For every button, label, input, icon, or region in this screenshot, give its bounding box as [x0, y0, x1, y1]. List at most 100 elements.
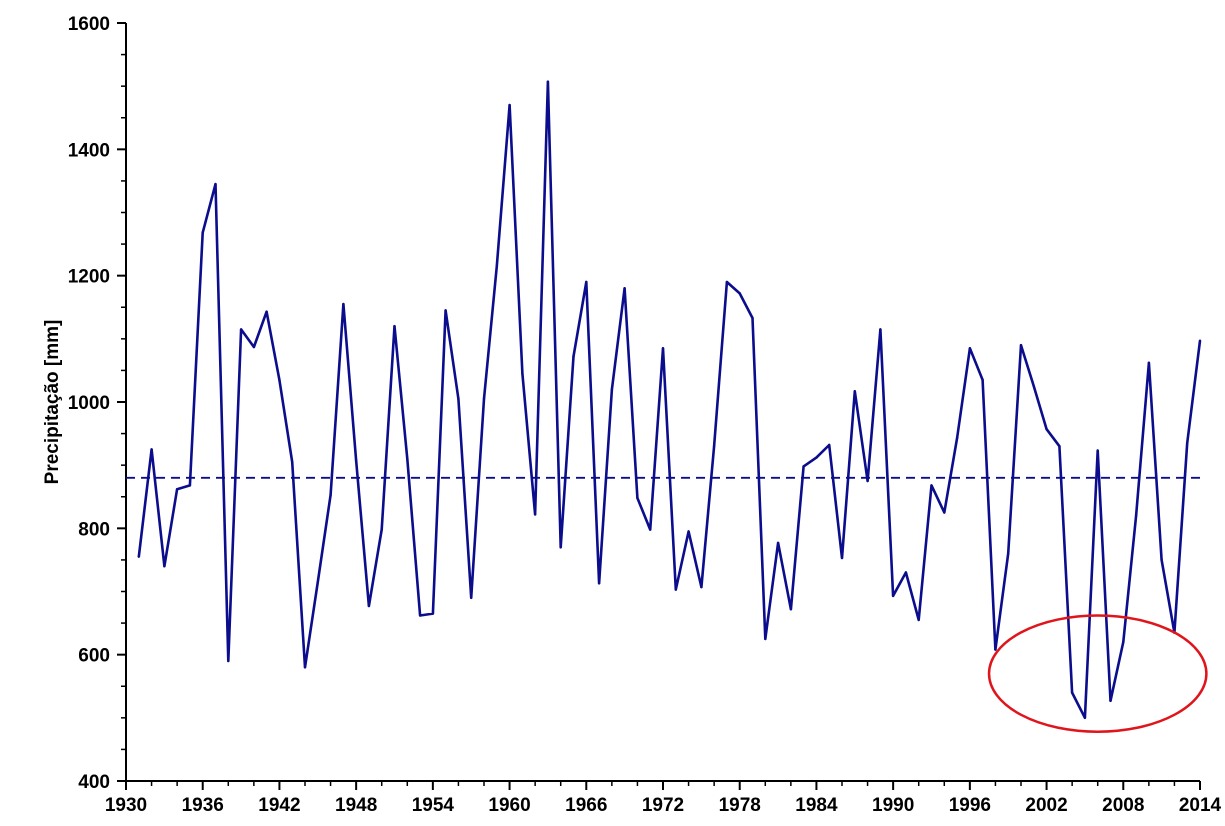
y-tick-label: 1200 [68, 267, 110, 288]
data-point [214, 182, 217, 186]
data-point [329, 493, 332, 497]
data-point [597, 582, 601, 585]
x-tick-label: 1948 [335, 795, 377, 816]
data-point [955, 436, 959, 440]
data-point [764, 637, 767, 641]
data-point [393, 325, 396, 328]
data-point [968, 347, 972, 350]
x-tick-label: 1942 [258, 795, 300, 816]
data-point [815, 456, 818, 459]
data-point [891, 594, 895, 598]
data-point [137, 555, 140, 558]
y-tick-label: 1400 [68, 140, 110, 161]
data-point [163, 565, 166, 568]
data-point [981, 378, 984, 382]
data-point [674, 588, 677, 591]
x-tick-label: 2014 [1179, 795, 1222, 816]
data-point [1007, 552, 1010, 555]
data-point [1058, 445, 1061, 448]
y-tick-label: 1000 [68, 393, 110, 414]
data-point [623, 287, 626, 290]
y-tick-label: 800 [78, 519, 110, 540]
data-point [1198, 339, 1202, 342]
data-point [1122, 640, 1125, 644]
data-point [649, 528, 652, 531]
data-point [559, 546, 562, 549]
x-tick-label: 1954 [412, 795, 455, 816]
x-tick-label: 1960 [488, 795, 530, 816]
data-point [406, 457, 409, 461]
data-point [917, 618, 920, 622]
data-point [661, 347, 665, 350]
y-tick-label: 600 [78, 646, 110, 667]
data-point [1160, 558, 1163, 562]
data-point [789, 608, 793, 611]
x-tick-label: 1936 [182, 795, 224, 816]
data-point [738, 292, 741, 295]
y-ticks: 400 600 800 1000 1200 1400 1600 [68, 14, 126, 793]
data-point [1045, 428, 1048, 431]
data-point [418, 614, 422, 617]
data-point [1096, 449, 1099, 452]
x-ticks: 1930 1936 1942 1948 1954 1960 1966 1972 1978 1984… [105, 781, 1222, 816]
data-point [943, 511, 946, 514]
y-tick-label: 1600 [68, 14, 110, 35]
series-group [126, 80, 1202, 720]
data-point [751, 316, 754, 320]
data-point [828, 443, 831, 447]
data-point [239, 328, 243, 331]
data-point [508, 103, 511, 107]
data-point [776, 541, 780, 545]
data-point [444, 309, 447, 312]
data-point [470, 596, 473, 599]
data-point [533, 513, 537, 516]
data-point [636, 496, 639, 500]
data-point [367, 604, 371, 608]
data-point [700, 585, 703, 589]
data-point [572, 355, 575, 358]
data-point [725, 280, 729, 284]
data-point [175, 488, 179, 491]
data-point [904, 571, 908, 574]
data-point [342, 302, 345, 306]
y-tick-label: 400 [78, 772, 110, 793]
data-point [546, 80, 550, 83]
data-point [585, 280, 588, 284]
data-point [1083, 716, 1087, 719]
data-point [457, 397, 460, 400]
x-tick-label: 1978 [719, 795, 761, 816]
data-point [380, 528, 383, 531]
data-point [431, 612, 435, 615]
data-point [840, 556, 844, 560]
data-point [291, 460, 294, 464]
data-point [853, 390, 856, 393]
annotations [987, 614, 1208, 733]
highlight-ellipse [987, 614, 1208, 733]
x-tick-label: 1984 [795, 795, 838, 816]
y-axis-title: Precipitação [mm] [42, 320, 63, 485]
x-tick-label: 2002 [1025, 795, 1067, 816]
data-point [495, 265, 498, 268]
x-tick-label: 1990 [872, 795, 914, 816]
x-tick-label: 1966 [565, 795, 607, 816]
data-point [1019, 344, 1023, 347]
data-point [1147, 361, 1151, 364]
data-point [1134, 514, 1138, 517]
data-point [265, 310, 268, 313]
data-point [354, 458, 358, 462]
precipitation-series-line [137, 80, 1202, 720]
data-point [303, 666, 307, 669]
data-point [994, 648, 997, 651]
data-point [252, 345, 256, 349]
data-point [1109, 699, 1112, 702]
data-point [712, 445, 716, 448]
data-point [802, 465, 805, 468]
data-point [1186, 441, 1189, 445]
data-point [1032, 385, 1036, 388]
data-point [866, 479, 869, 483]
data-point [188, 484, 192, 487]
data-point [150, 448, 153, 451]
data-point [879, 328, 882, 331]
data-point [227, 659, 230, 663]
